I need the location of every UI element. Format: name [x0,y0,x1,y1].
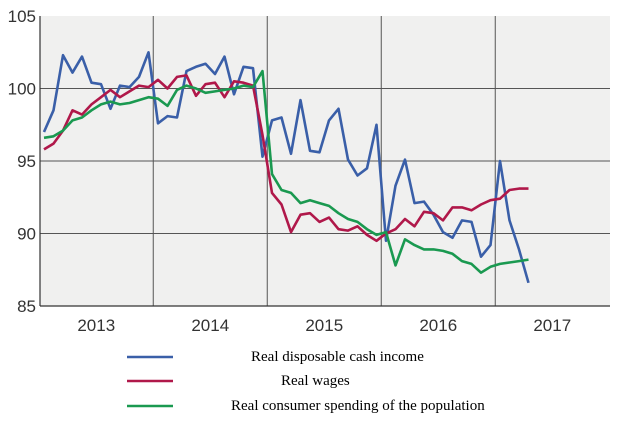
x-tick-label: 2015 [305,316,343,335]
legend-label-0: Real disposable cash income [251,349,424,365]
y-tick-label: 85 [17,297,36,316]
x-tick-label: 2014 [191,316,229,335]
y-tick-label: 90 [17,225,36,244]
y-tick-label: 105 [8,7,36,26]
x-axis-tick-labels: 2013 2014 2015 2016 2017 [77,316,571,335]
x-tick-label: 2016 [419,316,457,335]
legend-label-2: Real consumer spending of the population [231,398,485,414]
series-lines [42,50,530,284]
y-axis-tick-labels: 85 90 95 100 105 [8,7,36,316]
x-tick-label: 2013 [77,316,115,335]
y-tick-label: 95 [17,152,36,171]
series-line-2 [43,69,529,275]
series-line-1 [43,74,529,243]
x-tick-label: 2017 [533,316,571,335]
series-line-0 [42,50,530,284]
y-tick-label: 100 [8,80,36,99]
legend-label-1: Real wages [281,373,350,389]
legend: Real disposable cash income Real wages Rea… [127,349,485,414]
